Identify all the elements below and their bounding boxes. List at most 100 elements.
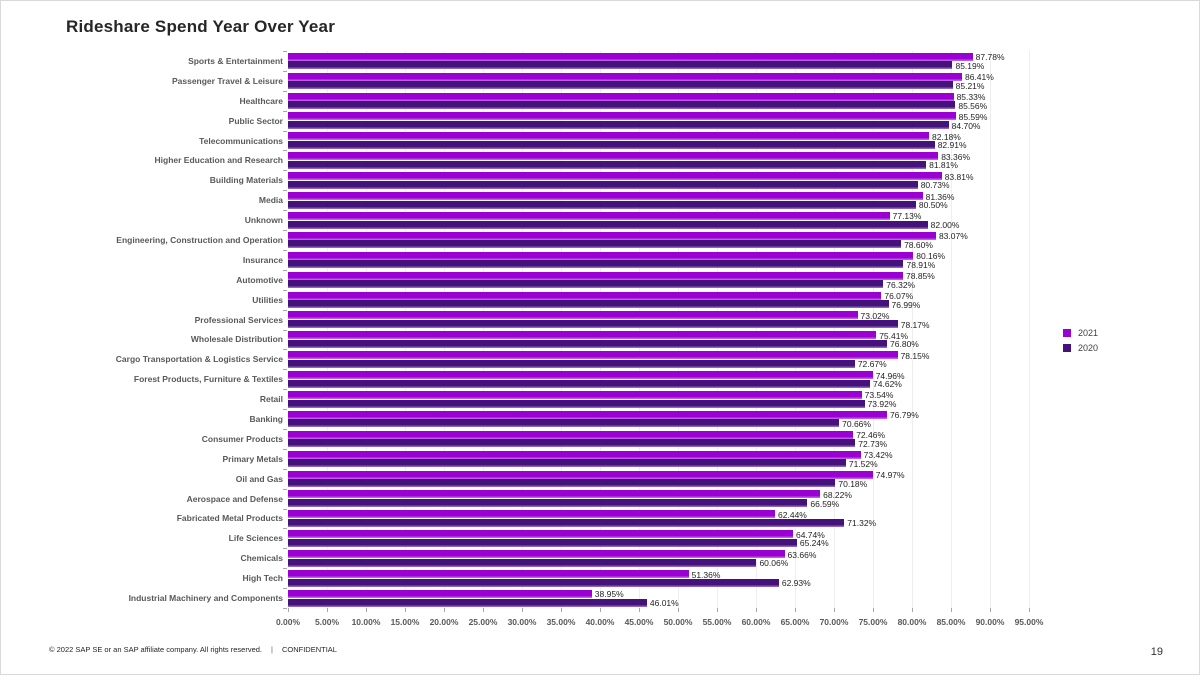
- bar-2021[interactable]: [288, 371, 873, 380]
- bar-2020[interactable]: [288, 180, 918, 189]
- bar-2021[interactable]: [288, 510, 776, 519]
- bar-2021[interactable]: [288, 570, 689, 578]
- legend-item-2020[interactable]: 2020: [1063, 343, 1098, 353]
- bar-2021[interactable]: [288, 390, 862, 399]
- y-axis-tick: [283, 230, 287, 232]
- bar-2021[interactable]: [288, 291, 882, 300]
- bar-2020[interactable]: [288, 260, 904, 269]
- bar-2020[interactable]: [288, 379, 871, 388]
- footer-separator: |: [271, 645, 273, 654]
- value-label-2020: 78.60%: [904, 239, 933, 250]
- footer: © 2022 SAP SE or an SAP affiliate compan…: [49, 645, 337, 654]
- bar-2020[interactable]: [288, 598, 647, 607]
- value-label-2020: 85.21%: [955, 80, 985, 91]
- bar-2021[interactable]: [288, 450, 861, 459]
- value-label-2021: 74.97%: [875, 470, 905, 481]
- bar-2020[interactable]: [288, 140, 935, 149]
- bar-2020[interactable]: [288, 61, 953, 70]
- bar-2020[interactable]: [288, 419, 840, 428]
- bar-2020[interactable]: [288, 518, 845, 527]
- bar-2021[interactable]: [288, 490, 821, 499]
- value-label-2020: 72.67%: [857, 359, 887, 370]
- legend-item-2021[interactable]: 2021: [1063, 328, 1098, 338]
- x-axis-label: 60.00%: [741, 617, 771, 627]
- x-axis-tick: [561, 608, 562, 612]
- bar-2020[interactable]: [288, 439, 856, 448]
- x-axis-tick: [600, 608, 601, 612]
- bar-2020[interactable]: [288, 300, 889, 309]
- bar-2020[interactable]: [288, 499, 808, 508]
- gridline: [756, 51, 757, 608]
- gridline: [951, 51, 952, 608]
- bar-2021[interactable]: [288, 52, 973, 61]
- bar-2021[interactable]: [288, 132, 929, 141]
- chart-legend: 2021 2020: [1063, 328, 1098, 358]
- y-axis-tick: [283, 528, 287, 530]
- category-label: Forest Products, Furniture & Textiles: [133, 374, 283, 385]
- value-label-2020: 78.91%: [906, 259, 936, 270]
- category-label: Automotive: [236, 274, 283, 285]
- y-axis-tick: [283, 269, 287, 271]
- bar-2020[interactable]: [288, 578, 779, 587]
- bar-2021[interactable]: [288, 152, 939, 161]
- bar-2021[interactable]: [288, 311, 858, 320]
- bar-2021[interactable]: [288, 251, 914, 260]
- bar-2021[interactable]: [288, 470, 873, 479]
- bar-2021[interactable]: [288, 92, 954, 101]
- bar-2021[interactable]: [288, 72, 962, 81]
- gridline: [522, 51, 523, 608]
- bar-2021[interactable]: [288, 550, 785, 559]
- y-axis-tick: [283, 349, 287, 351]
- bar-2021[interactable]: [288, 589, 592, 598]
- bar-2020[interactable]: [288, 121, 949, 130]
- x-axis-tick: [912, 608, 913, 612]
- value-label-2021: 64.74%: [795, 529, 825, 540]
- bar-2021[interactable]: [288, 530, 793, 539]
- bar-2020[interactable]: [288, 479, 836, 488]
- category-label: Utilities: [252, 294, 283, 305]
- value-label-2021: 82.18%: [932, 131, 961, 142]
- category-label: Cargo Transportation & Logistics Service: [115, 354, 283, 365]
- bar-2020[interactable]: [288, 280, 884, 289]
- bar-2021[interactable]: [288, 271, 904, 280]
- x-axis-tick: [1029, 608, 1030, 612]
- bar-2020[interactable]: [288, 160, 927, 169]
- bar-2021[interactable]: [288, 351, 898, 360]
- bar-2020[interactable]: [288, 81, 953, 90]
- bar-2020[interactable]: [288, 558, 757, 567]
- y-axis-tick: [283, 409, 287, 411]
- bar-2020[interactable]: [288, 101, 956, 110]
- x-axis-label: 55.00%: [702, 617, 732, 627]
- x-axis-tick: [873, 608, 874, 612]
- value-label-2020: 80.73%: [920, 180, 950, 191]
- bar-2020[interactable]: [288, 399, 865, 408]
- category-label: Oil and Gas: [235, 473, 283, 484]
- x-axis-label: 35.00%: [546, 617, 576, 627]
- bar-2021[interactable]: [288, 112, 956, 121]
- x-axis-tick: [756, 608, 757, 612]
- value-label-2021: 76.79%: [889, 410, 919, 421]
- bar-2021[interactable]: [288, 410, 887, 419]
- bar-2021[interactable]: [288, 231, 936, 240]
- x-axis-label: 20.00%: [429, 617, 459, 627]
- bar-2021[interactable]: [288, 172, 942, 181]
- bar-2020[interactable]: [288, 459, 846, 468]
- category-label: Life Sciences: [228, 533, 283, 544]
- bar-2020[interactable]: [288, 220, 928, 229]
- x-axis-label: 75.00%: [858, 617, 888, 627]
- bar-2020[interactable]: [288, 538, 797, 547]
- x-axis-tick: [444, 608, 445, 612]
- bar-2020[interactable]: [288, 320, 898, 328]
- bar-2021[interactable]: [288, 192, 923, 201]
- bar-2021[interactable]: [288, 211, 890, 220]
- category-label: Unknown: [244, 215, 283, 226]
- bar-2021[interactable]: [288, 430, 854, 439]
- x-axis-tick: [288, 608, 289, 612]
- bar-2020[interactable]: [288, 240, 902, 249]
- bar-2020[interactable]: [288, 200, 916, 209]
- bar-2020[interactable]: [288, 359, 855, 368]
- bar-2021[interactable]: [288, 331, 877, 340]
- y-axis-tick: [283, 170, 287, 172]
- bar-2020[interactable]: [288, 339, 888, 348]
- x-axis-label: 70.00%: [819, 617, 849, 627]
